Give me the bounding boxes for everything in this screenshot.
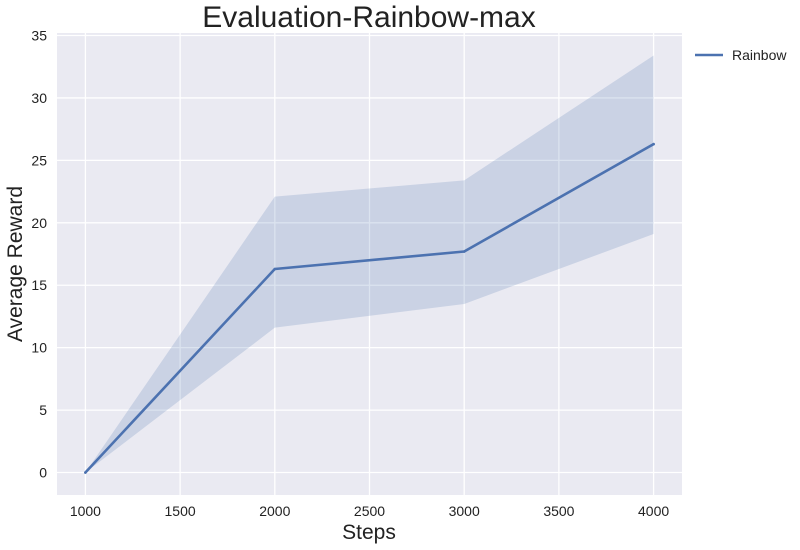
y-tick-label: 20 bbox=[31, 215, 47, 231]
y-axis-ticks: 0 5 10 15 20 25 30 35 bbox=[31, 27, 47, 480]
y-tick-label: 0 bbox=[39, 465, 47, 481]
x-tick-label: 3500 bbox=[543, 503, 574, 519]
y-tick-label: 15 bbox=[31, 277, 47, 293]
legend: Rainbow bbox=[695, 47, 787, 63]
chart-title: Evaluation-Rainbow-max bbox=[202, 1, 536, 34]
x-axis-ticks: 1000 1500 2000 2500 3000 3500 4000 bbox=[70, 503, 670, 519]
x-tick-label: 2000 bbox=[259, 503, 290, 519]
series-line-layer bbox=[84, 142, 655, 474]
x-axis-label: Steps bbox=[342, 521, 396, 544]
data-point bbox=[273, 267, 277, 271]
y-tick-label: 25 bbox=[31, 152, 47, 168]
y-tick-label: 5 bbox=[39, 402, 47, 418]
x-tick-label: 1500 bbox=[165, 503, 196, 519]
confidence-band-layer bbox=[85, 55, 654, 473]
grid bbox=[57, 33, 682, 495]
x-tick-label: 3000 bbox=[449, 503, 480, 519]
confidence-band bbox=[85, 55, 654, 473]
x-tick-label: 2500 bbox=[354, 503, 385, 519]
data-point bbox=[84, 471, 87, 474]
data-point bbox=[462, 250, 466, 253]
y-tick-label: 10 bbox=[31, 340, 47, 356]
legend-label: Rainbow bbox=[732, 47, 787, 63]
x-tick-label: 4000 bbox=[638, 503, 669, 519]
y-axis-label: Average Reward bbox=[4, 186, 27, 342]
data-point bbox=[652, 142, 655, 146]
x-tick-label: 1000 bbox=[70, 503, 101, 519]
y-tick-label: 30 bbox=[31, 90, 47, 106]
y-tick-label: 35 bbox=[31, 27, 47, 43]
series-line bbox=[84, 142, 655, 474]
